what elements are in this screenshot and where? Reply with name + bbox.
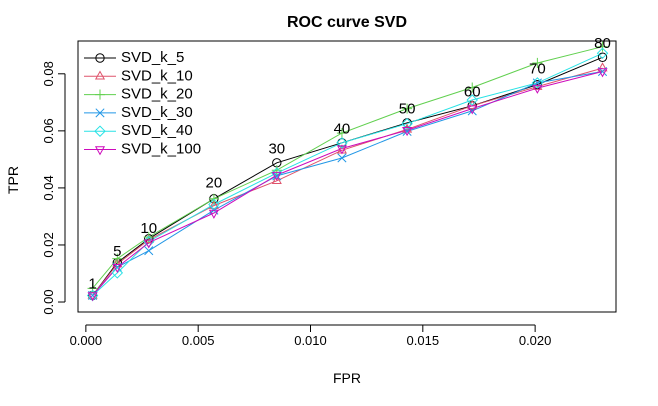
data-point-svd-k-100	[143, 239, 154, 249]
series-markers	[86, 41, 609, 302]
point-label: 10	[140, 220, 157, 237]
data-point-svd-k-40	[596, 47, 609, 60]
point-label: 80	[594, 35, 611, 52]
point-label: 5	[113, 243, 121, 260]
legend-label-svd-k-10: SVD_k_10	[121, 67, 193, 84]
y-axis-label: TPR	[5, 166, 21, 194]
x-tick-label: 0.005	[182, 333, 215, 348]
x-axis-label: FPR	[333, 370, 361, 386]
data-point-svd-k-20	[532, 57, 543, 69]
y-tick-label: 0.08	[41, 61, 56, 86]
chart-title: ROC curve SVD	[287, 14, 407, 31]
data-point-svd-k-10	[597, 62, 608, 72]
legend-label-svd-k-40: SVD_k_40	[121, 122, 193, 139]
point-label: 70	[529, 60, 546, 77]
x-tick-label: 0.020	[519, 333, 552, 348]
data-point-svd-k-5	[337, 138, 347, 148]
data-point-svd-k-100	[87, 292, 98, 302]
series-line-svd-k-40	[92, 52, 603, 296]
legend-marker-svd-k-30	[95, 108, 105, 118]
y-tick-label: 0.02	[41, 232, 56, 257]
y-tick-label: 0.06	[41, 118, 56, 143]
series-line-svd-k-5	[92, 56, 603, 296]
data-point-svd-k-100	[467, 105, 478, 115]
series-lines	[92, 46, 603, 296]
data-point-svd-k-20	[336, 128, 347, 139]
data-point-svd-k-40	[336, 137, 348, 149]
point-label: 1	[88, 275, 96, 292]
series-line-svd-k-20	[92, 46, 603, 289]
legend-marker-svd-k-5	[95, 53, 105, 63]
legend-label-svd-k-20: SVD_k_20	[121, 86, 193, 103]
point-label: 30	[268, 140, 285, 157]
data-point-svd-k-30	[272, 171, 282, 181]
data-point-svd-k-40	[466, 94, 478, 106]
data-point-svd-k-5	[597, 52, 608, 62]
legend-marker-svd-k-20	[94, 89, 106, 100]
legend-marker-svd-k-10	[94, 70, 106, 80]
data-point-svd-k-30	[144, 246, 154, 256]
data-point-svd-k-20	[271, 165, 282, 176]
x-tick-label: 0.000	[70, 333, 103, 348]
data-point-svd-k-20	[467, 82, 478, 93]
legend-label-svd-k-30: SVD_k_30	[121, 104, 193, 121]
data-point-svd-k-10	[402, 123, 413, 133]
data-point-svd-k-10	[87, 289, 98, 299]
series-line-svd-k-30	[92, 71, 603, 296]
axes: 0.000 0.005 0.010 0.015 0.020 0.00 0.02 0.04 0.0…	[41, 61, 551, 348]
data-point-svd-k-20	[87, 283, 98, 294]
data-point-svd-k-100	[597, 68, 608, 78]
data-point-svd-k-100	[208, 209, 219, 219]
data-point-svd-k-40	[531, 77, 544, 89]
data-point-svd-k-40	[111, 267, 124, 279]
data-point-svd-k-40	[208, 198, 220, 211]
data-point-svd-k-100	[402, 127, 413, 137]
data-point-svd-k-10	[208, 199, 219, 209]
data-point-svd-k-10	[467, 99, 478, 109]
data-point-svd-k-40	[401, 117, 413, 130]
y-tick-label: 0.00	[41, 289, 56, 314]
y-tick-label: 0.04	[41, 175, 56, 200]
point-labels: 15 10 20 30 40 50 60 70 80	[88, 35, 610, 292]
legend-label-svd-k-5: SVD_k_5	[121, 49, 184, 66]
legend-label-svd-k-100: SVD_k_100	[121, 140, 201, 157]
legend-marker-svd-k-40	[94, 125, 106, 137]
legend-marker-svd-k-100	[94, 146, 106, 156]
plot-area-frame	[77, 40, 617, 313]
data-point-svd-k-20	[402, 103, 413, 114]
data-point-svd-k-100	[112, 263, 123, 274]
point-label: 60	[464, 83, 481, 100]
data-point-svd-k-10	[271, 174, 282, 185]
series-line-svd-k-100	[92, 71, 603, 296]
series-line-svd-k-10	[92, 67, 603, 296]
data-point-svd-k-100	[271, 171, 282, 181]
data-point-svd-k-40	[271, 167, 283, 179]
data-point-svd-k-100	[532, 84, 543, 94]
x-tick-label: 0.015	[407, 333, 440, 348]
point-label: 50	[399, 100, 416, 117]
data-point-svd-k-100	[336, 145, 347, 155]
data-point-svd-k-20	[112, 253, 123, 264]
data-point-svd-k-5	[532, 79, 543, 90]
data-point-svd-k-30	[402, 126, 412, 136]
data-point-svd-k-30	[337, 153, 347, 163]
x-tick-label: 0.010	[294, 333, 327, 348]
data-point-svd-k-20	[597, 41, 608, 52]
point-label: 20	[206, 175, 223, 192]
point-label: 40	[334, 120, 351, 137]
